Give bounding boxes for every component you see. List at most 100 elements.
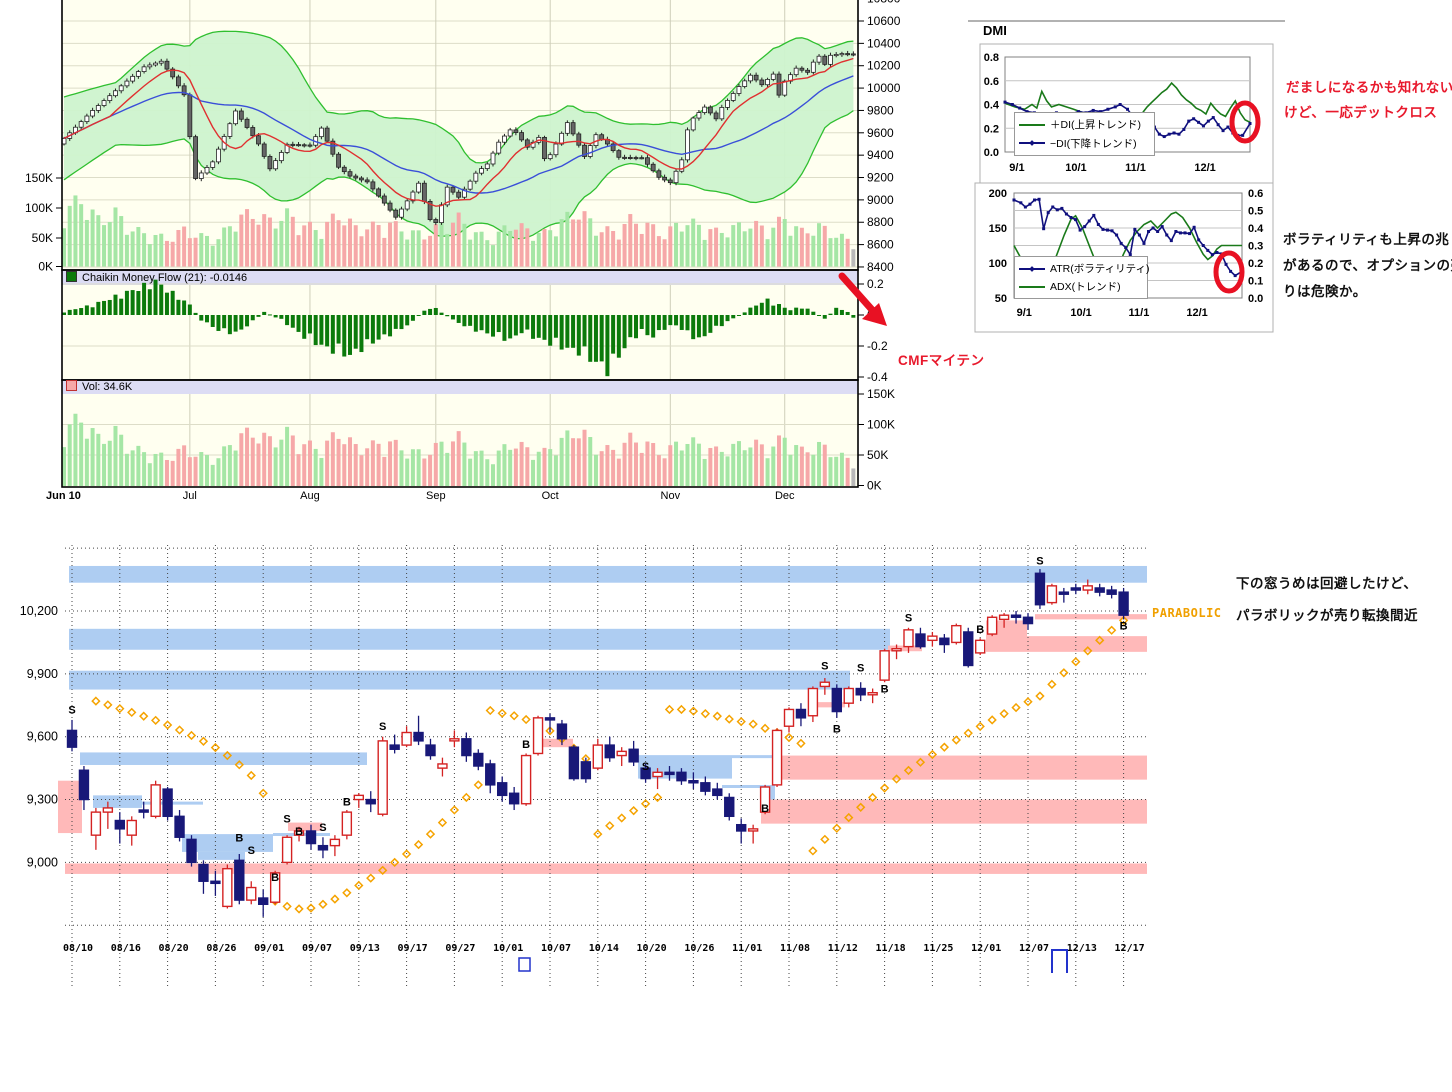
candle	[819, 681, 831, 688]
sar-dot	[246, 770, 256, 781]
candle	[1070, 587, 1082, 591]
price-axis-label: 10600	[867, 14, 901, 28]
sar-dot	[1118, 615, 1129, 626]
signal-sell-marker: S	[248, 845, 255, 857]
signal-buy-marker: B	[271, 872, 279, 884]
candle	[712, 788, 723, 797]
sar-dot	[628, 805, 639, 816]
sar-dot	[1106, 625, 1117, 635]
sar-dot	[867, 792, 878, 803]
sar-dot	[258, 788, 268, 798]
bottom-note-line1: 下の窓うめは回避したけど、	[1236, 576, 1418, 591]
atr-x-label: 9/1	[1017, 307, 1032, 319]
candle	[939, 637, 950, 646]
candle	[90, 811, 102, 836]
sar-dot	[139, 711, 149, 721]
bollinger-band-fill	[64, 31, 854, 239]
sar-dot	[115, 703, 125, 714]
month-label: Jul	[183, 490, 197, 502]
bottom-x-label: 11/18	[876, 943, 906, 954]
sar-dot	[975, 721, 985, 732]
candle	[783, 708, 795, 727]
sar-dot	[318, 899, 328, 909]
atr-note-line2: があるので、オプションの売	[1283, 258, 1452, 273]
candle	[736, 823, 747, 832]
atr-right-label: 0.0	[1248, 293, 1263, 305]
sar-dot	[354, 880, 364, 891]
vol-pane-header: Vol: 34.6K	[66, 380, 132, 393]
support-zone	[533, 738, 573, 748]
volume-axis-label: 100K	[25, 201, 53, 215]
sar-dot	[927, 749, 938, 760]
sar-dot	[449, 805, 460, 815]
candle	[903, 629, 914, 648]
bottom-x-label: 11/01	[732, 943, 762, 954]
support-zone	[288, 822, 322, 831]
resistance-zone	[182, 834, 273, 852]
atr-x-label: 11/1	[1129, 307, 1150, 319]
candle	[1106, 589, 1117, 595]
sar-dot	[162, 720, 173, 730]
candle	[891, 648, 902, 652]
sar-dot	[891, 774, 902, 784]
vol-legend-swatch-icon	[66, 380, 77, 391]
sar-dot	[103, 700, 113, 710]
sar-dot	[593, 829, 603, 839]
candle	[473, 752, 484, 767]
candle	[998, 614, 1010, 621]
candle	[867, 692, 878, 696]
sar-dot	[1011, 702, 1021, 713]
sar-dot	[1095, 635, 1105, 645]
support-zone	[1027, 636, 1147, 652]
bottom-x-label: 10/20	[637, 943, 667, 954]
volume-axis-label: 0K	[38, 260, 53, 274]
sar-dot	[1023, 697, 1033, 707]
sar-dot	[342, 888, 352, 898]
sar-dot	[234, 760, 244, 770]
bottom-y-label: 9,600	[27, 730, 58, 744]
dmi-y-label: 0.8	[984, 52, 999, 64]
candle	[951, 624, 962, 644]
sar-dot	[1083, 646, 1093, 656]
atr-note-line3: りは危険か。	[1283, 284, 1367, 299]
candle	[293, 830, 305, 836]
sar-dot	[1071, 657, 1081, 667]
candle	[759, 786, 771, 813]
candle	[138, 809, 149, 813]
bottom-x-label: 09/17	[398, 943, 428, 954]
resistance-zone	[69, 565, 1147, 583]
bottom-x-label: 11/12	[828, 943, 858, 954]
sar-dot	[366, 873, 376, 883]
candle	[437, 763, 448, 769]
atr-right-label: 0.6	[1248, 188, 1263, 200]
price-axis-label: 10800	[867, 0, 901, 6]
signal-buy-marker: B	[761, 803, 769, 815]
candle	[879, 650, 890, 681]
sar-dot	[820, 834, 830, 845]
cmf-downturn-note: CMFマイテン	[898, 353, 985, 368]
candle	[114, 819, 126, 830]
dmi-chart-title: DMI	[983, 23, 1007, 38]
candle	[1082, 585, 1093, 591]
resistance-zone	[69, 670, 850, 690]
price-axis-label: 8600	[867, 238, 894, 252]
support-zone	[58, 780, 82, 834]
candle	[329, 838, 341, 847]
sar-dot	[664, 704, 675, 715]
dmi-legend-plus-di: ＋DI(上昇トレンド)	[1019, 117, 1150, 132]
stray-ime-artifact	[518, 957, 531, 972]
bottom-x-label: 08/16	[111, 943, 141, 954]
line-series	[63, 75, 854, 194]
bottom-y-label: 9,900	[27, 667, 58, 681]
candle	[269, 872, 281, 903]
candle	[66, 729, 78, 748]
sar-dot	[903, 765, 914, 776]
candle	[1022, 616, 1034, 625]
bottom-x-label: 10/07	[541, 943, 571, 954]
candle	[281, 836, 293, 864]
candle	[413, 731, 424, 742]
sar-dot	[413, 839, 424, 850]
candle	[1034, 572, 1046, 606]
signal-buy-marker: B	[343, 797, 351, 809]
